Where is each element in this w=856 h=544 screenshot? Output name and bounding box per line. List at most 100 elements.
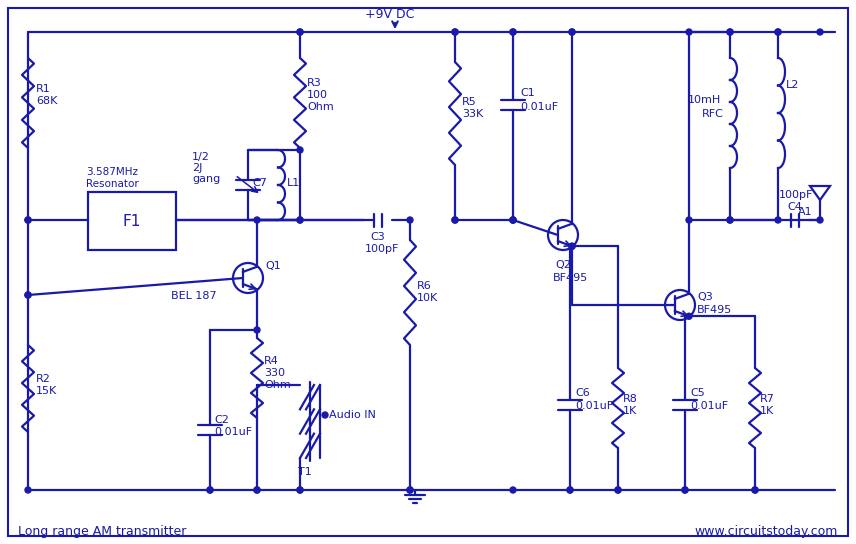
Text: 3.587MHz: 3.587MHz [86,167,138,177]
Text: Q1: Q1 [265,261,281,271]
Circle shape [297,29,303,35]
Circle shape [25,217,31,223]
Circle shape [727,217,733,223]
Circle shape [686,313,692,319]
Text: R6
10K: R6 10K [417,281,438,303]
Circle shape [207,487,213,493]
Text: BF495: BF495 [697,305,732,315]
Circle shape [207,487,213,493]
Text: +9V DC: +9V DC [366,8,414,21]
Circle shape [297,217,303,223]
Circle shape [297,217,303,223]
Circle shape [452,217,458,223]
Circle shape [254,327,260,333]
Text: Q2: Q2 [555,260,571,270]
Circle shape [25,292,31,298]
Circle shape [682,487,688,493]
Circle shape [775,29,781,35]
Text: 100pF: 100pF [365,244,400,254]
Circle shape [297,487,303,493]
Circle shape [567,487,573,493]
Circle shape [25,487,31,493]
Text: Q3: Q3 [697,292,713,302]
Text: BF495: BF495 [553,273,588,283]
Text: 100pF: 100pF [779,190,813,200]
Text: RFC: RFC [702,109,724,119]
Circle shape [25,217,31,223]
Circle shape [686,29,692,35]
Circle shape [510,217,516,223]
Text: L2: L2 [786,80,800,90]
Circle shape [510,487,516,493]
Text: R4
330
Ohm: R4 330 Ohm [264,356,291,390]
Bar [88,192,176,250]
Circle shape [615,487,621,493]
Circle shape [569,29,575,35]
Circle shape [569,243,575,249]
Text: C6: C6 [575,388,590,398]
Text: C1: C1 [520,88,535,98]
Circle shape [254,487,260,493]
Text: C2: C2 [214,415,229,425]
Circle shape [452,29,458,35]
Text: C3: C3 [370,232,384,242]
Circle shape [510,29,516,35]
Text: T1: T1 [298,467,312,477]
Circle shape [254,487,260,493]
Text: 1/2: 1/2 [192,152,210,162]
Circle shape [752,487,758,493]
Text: 0.01uF: 0.01uF [690,401,728,411]
Circle shape [569,243,575,249]
Circle shape [727,29,733,35]
Text: R7
1K: R7 1K [760,394,775,416]
Text: Long range AM transmitter: Long range AM transmitter [18,526,187,539]
Circle shape [682,487,688,493]
Circle shape [775,29,781,35]
Text: R1
68K: R1 68K [36,84,57,106]
Circle shape [322,412,328,418]
Circle shape [254,217,260,223]
Text: C5: C5 [690,388,704,398]
Circle shape [297,487,303,493]
Circle shape [407,217,413,223]
Text: R3
100
Ohm: R3 100 Ohm [307,78,334,112]
Circle shape [817,217,823,223]
Text: R2
15K: R2 15K [36,374,57,396]
Text: 10mH: 10mH [688,95,722,105]
Text: BEL 187: BEL 187 [171,291,217,301]
Circle shape [817,29,823,35]
Text: L1: L1 [287,178,300,188]
Text: C4: C4 [787,202,802,212]
Circle shape [510,217,516,223]
Text: C7: C7 [252,178,267,188]
Circle shape [407,487,413,493]
Text: F1: F1 [122,213,141,228]
Circle shape [615,487,621,493]
Text: 0.01uF: 0.01uF [520,102,558,112]
Circle shape [775,217,781,223]
Text: gang: gang [192,174,220,184]
Circle shape [407,487,413,493]
Text: A1: A1 [798,207,812,217]
Circle shape [510,29,516,35]
Circle shape [452,29,458,35]
Circle shape [567,487,573,493]
Circle shape [752,487,758,493]
Circle shape [297,147,303,153]
Text: 2J: 2J [192,163,202,173]
Circle shape [569,29,575,35]
Text: 0.01uF: 0.01uF [575,401,613,411]
Circle shape [25,292,31,298]
Text: www.circuitstoday.com: www.circuitstoday.com [694,526,838,539]
Text: Resonator: Resonator [86,179,139,189]
Circle shape [510,217,516,223]
Circle shape [686,217,692,223]
Circle shape [452,217,458,223]
Text: R5
33K: R5 33K [462,97,484,119]
Circle shape [297,29,303,35]
Text: R8
1K: R8 1K [623,394,638,416]
Text: Audio IN: Audio IN [329,410,376,420]
Text: 0.01uF: 0.01uF [214,427,253,437]
Circle shape [727,29,733,35]
Circle shape [727,217,733,223]
